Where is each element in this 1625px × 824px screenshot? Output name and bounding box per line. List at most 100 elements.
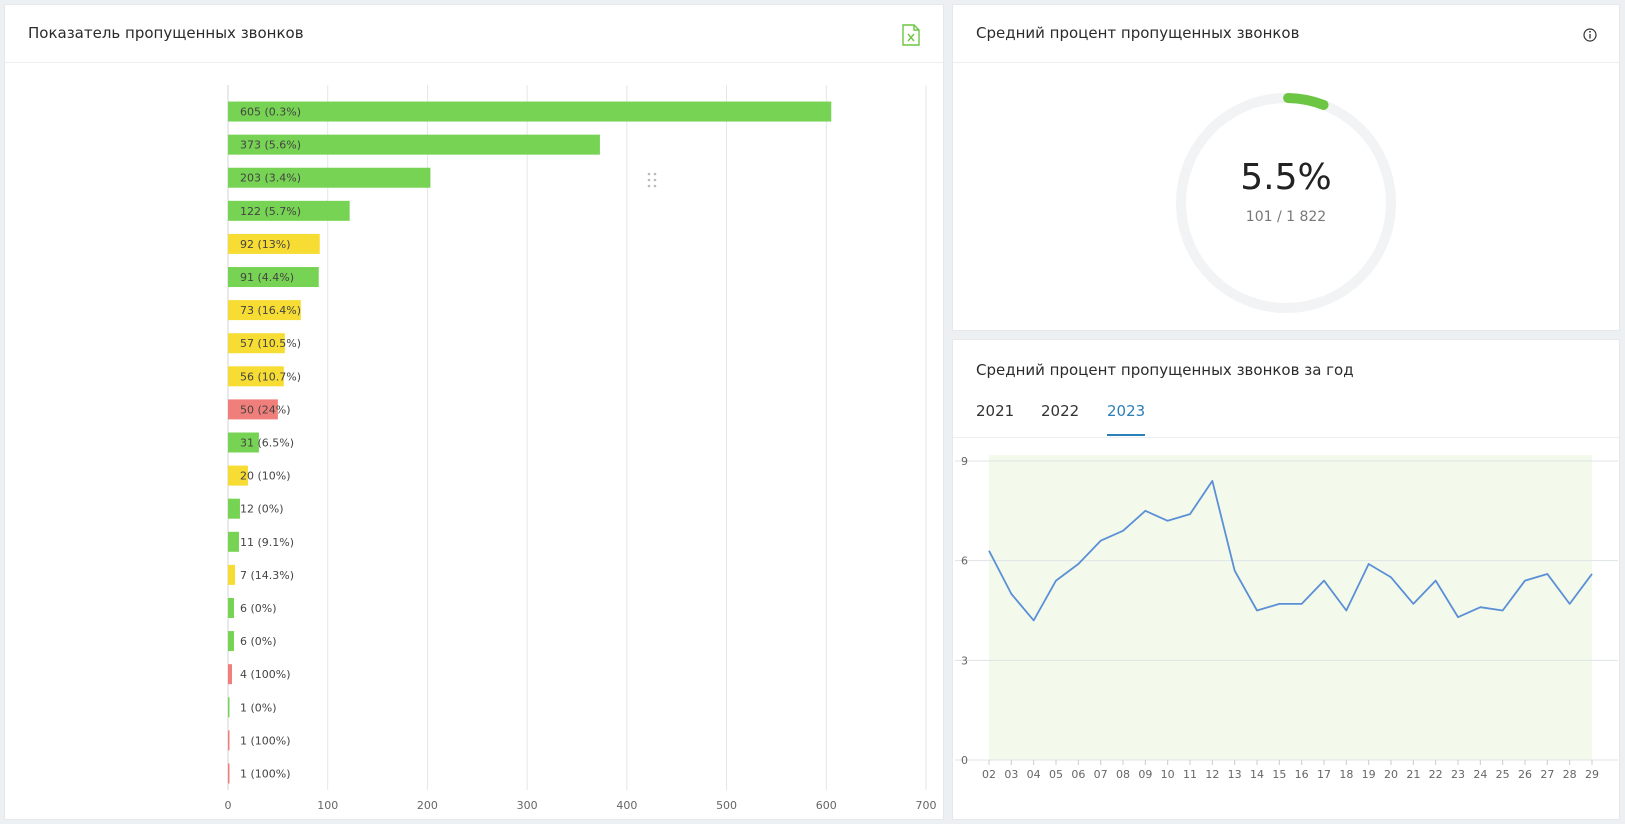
- x-tick-label: 28: [1563, 768, 1577, 781]
- bar-data-label: 12 (0%): [240, 503, 284, 516]
- bar: [228, 631, 234, 652]
- x-tick-label: 05: [1049, 768, 1063, 781]
- bar-data-label: 1 (0%): [240, 701, 277, 714]
- y-tick-label: 3: [961, 654, 968, 667]
- gauge-ratio: 101 / 1 822: [1245, 209, 1327, 225]
- x-tick-label: 04: [1027, 768, 1041, 781]
- bar: [228, 167, 431, 188]
- x-tick-label: 25: [1496, 768, 1510, 781]
- y-tick-label: 9: [961, 455, 968, 468]
- bar: [228, 697, 230, 718]
- bar: [228, 233, 320, 254]
- panel-header: Средний процент пропущенных звонков за г…: [953, 340, 1619, 398]
- gauge-arc: [1283, 93, 1329, 110]
- x-tick-label: 08: [1116, 768, 1130, 781]
- x-tick-label: 23: [1451, 768, 1465, 781]
- tab-2023[interactable]: 2023: [1107, 402, 1146, 436]
- bar-data-label: 31 (6.5%): [240, 437, 294, 450]
- y-tick-label: 0: [961, 754, 968, 767]
- bar: [228, 300, 301, 321]
- bar-data-label: 91 (4.4%): [240, 271, 294, 284]
- panel-title: Средний процент пропущенных звонков: [976, 24, 1300, 42]
- missed-calls-panel: Показатель пропущенных звонков 0 100 200 30…: [4, 4, 944, 820]
- bar-data-label: 57 (10.5%): [240, 337, 301, 350]
- x-tick-label: 15: [1272, 768, 1286, 781]
- tab-2021[interactable]: 2021: [976, 402, 1015, 420]
- bar-data-label: 4 (100%): [240, 668, 291, 681]
- average-missed-panel: Средний процент пропущенных звонков 5.5%…: [952, 4, 1620, 331]
- bar: [228, 597, 234, 618]
- tab-2022[interactable]: 2022: [1041, 402, 1080, 420]
- bar-data-label: 203 (3.4%): [240, 172, 301, 185]
- bar-data-label: 7 (14.3%): [240, 569, 294, 582]
- bar-data-label: 373 (5.6%): [240, 139, 301, 152]
- x-tick-label: 27: [1540, 768, 1554, 781]
- x-tick-label: 11: [1183, 768, 1197, 781]
- bar-data-label: 50 (24%): [240, 403, 291, 416]
- bar-data-label: 122 (5.7%): [240, 205, 301, 218]
- x-tick-label: 13: [1228, 768, 1242, 781]
- x-tick-label: 0: [225, 799, 232, 812]
- x-tick-label: 03: [1004, 768, 1018, 781]
- x-tick-label: 02: [982, 768, 996, 781]
- x-tick-label: 100: [317, 799, 338, 812]
- bar-data-label: 6 (0%): [240, 602, 277, 615]
- bar-data-label: 20 (10%): [240, 470, 291, 483]
- x-tick-label: 19: [1362, 768, 1376, 781]
- bar: [228, 531, 239, 552]
- gauge-track: [1176, 93, 1396, 313]
- x-tick-label: 600: [816, 799, 837, 812]
- bar: [228, 134, 600, 155]
- x-tick-label: 06: [1071, 768, 1085, 781]
- bar: [228, 200, 350, 221]
- x-tick-label: 26: [1518, 768, 1532, 781]
- x-tick-label: 16: [1295, 768, 1309, 781]
- panel-header: Показатель пропущенных звонков: [5, 5, 943, 63]
- bar-data-label: 1 (100%): [240, 767, 291, 780]
- panel-header: Средний процент пропущенных звонков: [953, 5, 1619, 63]
- bar: [228, 763, 230, 784]
- panel-title: Средний процент пропущенных звонков за г…: [976, 361, 1354, 379]
- yearly-missed-panel: Средний процент пропущенных звонков за г…: [952, 339, 1620, 820]
- x-tick-label: 18: [1339, 768, 1353, 781]
- excel-file-icon[interactable]: [902, 24, 920, 46]
- bar-data-label: 11 (9.1%): [240, 536, 294, 549]
- x-tick-label: 12: [1205, 768, 1219, 781]
- x-tick-label: 22: [1429, 768, 1443, 781]
- y-tick-label: 6: [961, 555, 968, 568]
- x-tick-label: 200: [417, 799, 438, 812]
- x-tick-label: 29: [1585, 768, 1599, 781]
- bar: [228, 101, 832, 122]
- x-tick-label: 500: [716, 799, 737, 812]
- info-icon[interactable]: [1583, 28, 1597, 42]
- x-tick-label: 10: [1161, 768, 1175, 781]
- x-tick-label: 24: [1473, 768, 1487, 781]
- bar-data-label: 605 (0.3%): [240, 106, 301, 119]
- x-tick-label: 400: [616, 799, 637, 812]
- x-tick-label: 21: [1406, 768, 1420, 781]
- bar: [228, 399, 278, 420]
- bar-data-label: 73 (16.4%): [240, 304, 301, 317]
- gauge-value: 5.5%: [1240, 157, 1332, 198]
- x-tick-label: 07: [1094, 768, 1108, 781]
- tabs-divider: [953, 437, 1619, 438]
- bar: [228, 730, 230, 751]
- bar: [228, 664, 232, 685]
- missed-calls-bar-chart: 0 100 200 300 400 500 600 700 605 (0.3%) 373 (5.6…: [225, 85, 937, 812]
- missed-percent-gauge: [1176, 93, 1396, 313]
- x-tick-label: 300: [517, 799, 538, 812]
- bar: [228, 333, 285, 354]
- chart-area-background: [989, 455, 1592, 760]
- x-tick-label: 14: [1250, 768, 1264, 781]
- bar-data-label: 6 (0%): [240, 635, 277, 648]
- x-tick-label: 09: [1138, 768, 1152, 781]
- panel-title: Показатель пропущенных звонков: [28, 24, 304, 42]
- x-tick-label: 17: [1317, 768, 1331, 781]
- bar: [228, 432, 259, 453]
- bar: [228, 498, 240, 519]
- bar: [228, 267, 319, 288]
- x-tick-label: 20: [1384, 768, 1398, 781]
- bar: [228, 564, 235, 585]
- drag-handle-icon[interactable]: [647, 171, 657, 189]
